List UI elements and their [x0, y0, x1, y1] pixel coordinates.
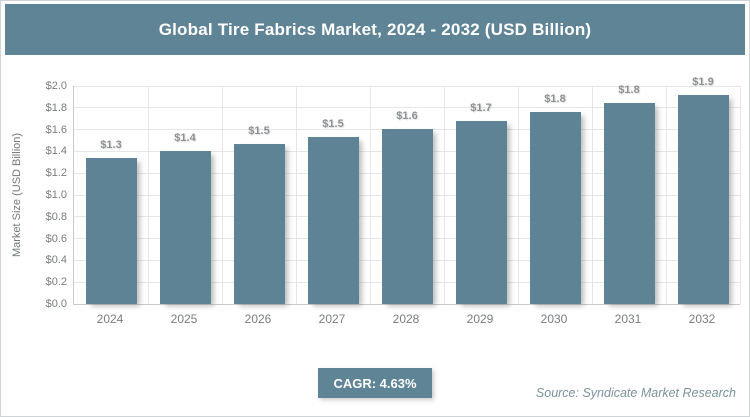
- bar-value-label: $1.6: [396, 109, 418, 122]
- x-tick-label: 2030: [540, 312, 568, 326]
- y-tick-label: $1.6: [45, 123, 67, 136]
- y-tick-label: $1.0: [45, 189, 67, 201]
- x-tick-label: 2029: [466, 312, 494, 326]
- gridline-vertical: [517, 86, 519, 304]
- chart-title: Global Tire Fabrics Market, 2024 - 2032 …: [158, 19, 592, 39]
- x-axis-tick-labels: 2024 2025 2026 2027 2028 2029 2030 2031 2032: [73, 312, 739, 330]
- bar-2026: [233, 143, 285, 304]
- y-tick-label: $0.0: [45, 298, 67, 310]
- gridline-vertical: [295, 86, 297, 304]
- bar-2028: [381, 128, 433, 304]
- cagr-badge: CAGR: 4.63%: [318, 368, 432, 398]
- y-tick-label: $0.4: [45, 254, 67, 267]
- chart-title-bar: Global Tire Fabrics Market, 2024 - 2032 …: [5, 4, 745, 55]
- bar-2031: [603, 103, 655, 304]
- bar-value-label: $1.7: [470, 101, 492, 114]
- gridline-horizontal: [74, 85, 740, 87]
- bar-2024: [85, 157, 137, 304]
- gridline-vertical: [591, 86, 593, 304]
- bar-value-label: $1.8: [618, 84, 640, 97]
- y-tick-label: $0.8: [45, 210, 67, 223]
- x-tick-label: 2028: [392, 312, 420, 326]
- gridline-vertical: [147, 86, 149, 304]
- y-tick-label: $2.0: [45, 80, 67, 92]
- bar-value-label: $1.3: [100, 138, 122, 151]
- x-tick-label: 2024: [96, 312, 124, 326]
- bar-2027: [307, 137, 359, 304]
- bar-2032: [677, 94, 729, 304]
- gridline-vertical: [369, 86, 371, 304]
- y-tick-label: $0.6: [45, 232, 67, 245]
- plot-area: $1.3 $1.4 $1.5 $1.5 $1.6 $1.7 $1.8 $1.8 $1.9: [73, 76, 741, 305]
- y-axis-tick-labels: $0.0 $0.2 $0.4 $0.6 $0.8 $1.0 $1.2 $1.4 $1.6 $1.8…: [1, 80, 67, 310]
- x-tick-label: 2026: [244, 312, 272, 326]
- bar-value-label: $1.5: [322, 118, 344, 131]
- bar-value-label: $1.4: [174, 132, 196, 145]
- bar-2030: [529, 112, 581, 304]
- cagr-label: CAGR: 4.63%: [333, 375, 417, 391]
- y-tick-label: $1.8: [45, 101, 67, 114]
- gridline-vertical: [665, 86, 667, 304]
- bar-2025: [159, 151, 211, 304]
- x-tick-label: 2025: [170, 312, 198, 326]
- y-tick-label: $1.4: [45, 145, 67, 158]
- gridline-horizontal: [74, 107, 740, 109]
- bar-value-label: $1.8: [544, 93, 566, 106]
- bar-2029: [455, 120, 507, 304]
- bar-value-label: $1.5: [248, 124, 270, 137]
- x-tick-label: 2032: [688, 312, 716, 326]
- y-tick-label: $0.2: [45, 276, 67, 289]
- x-tick-label: 2027: [318, 312, 346, 326]
- source-text: Source: Syndicate Market Research: [535, 386, 736, 400]
- y-tick-label: $1.2: [45, 167, 67, 180]
- gridline-vertical: [221, 86, 223, 304]
- bar-value-label: $1.9: [692, 75, 714, 88]
- x-tick-label: 2031: [614, 312, 642, 326]
- gridline-vertical: [443, 86, 445, 304]
- gridline-vertical: [739, 86, 741, 304]
